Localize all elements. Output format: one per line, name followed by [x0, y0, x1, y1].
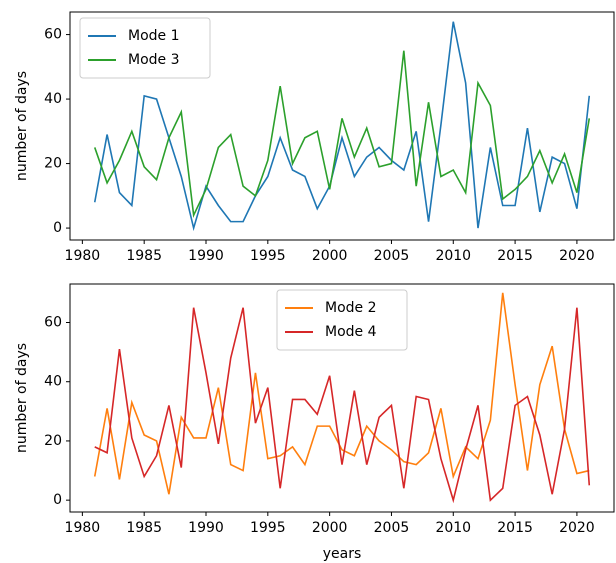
- legend-label: Mode 1: [128, 28, 180, 44]
- legend-box: [79, 17, 211, 79]
- x-tick-label: 2020: [559, 248, 595, 264]
- y-tick-label: 0: [53, 220, 62, 236]
- series-line: [93, 21, 591, 232]
- y-axis-label: number of days: [14, 71, 30, 181]
- y-tick-label: 20: [44, 433, 62, 449]
- x-tick-label: 2015: [497, 248, 533, 264]
- legend-box: [276, 289, 408, 351]
- x-tick-label: 2005: [374, 248, 410, 264]
- series-line: [94, 307, 591, 504]
- legend-label: Mode 4: [325, 324, 377, 340]
- x-tick-label: 2010: [435, 248, 471, 264]
- x-tick-label: 2020: [559, 520, 595, 536]
- y-tick-label: 40: [44, 374, 62, 390]
- x-tick-label: 2005: [374, 520, 410, 536]
- x-tick-label: 2010: [435, 520, 471, 536]
- x-tick-label: 1990: [188, 520, 224, 536]
- x-tick-label: 1995: [250, 520, 286, 536]
- legend-label: Mode 2: [325, 300, 377, 316]
- x-tick-label: 2000: [312, 248, 348, 264]
- x-tick-label: 1995: [250, 248, 286, 264]
- x-tick-label: 1980: [65, 248, 101, 264]
- x-axis-label: years: [323, 546, 362, 562]
- x-tick-label: 1985: [126, 248, 162, 264]
- y-axis-label: number of days: [14, 343, 30, 453]
- x-tick-label: 1980: [65, 520, 101, 536]
- x-tick-label: 2000: [312, 520, 348, 536]
- legend-label: Mode 3: [128, 52, 180, 68]
- x-tick-label: 1990: [188, 248, 224, 264]
- y-tick-label: 60: [44, 27, 62, 43]
- y-tick-label: 60: [44, 314, 62, 330]
- x-tick-label: 2015: [497, 520, 533, 536]
- plot-frame: [69, 283, 615, 513]
- plot-frame: [69, 11, 615, 241]
- y-tick-label: 0: [53, 492, 62, 508]
- y-tick-label: 20: [44, 156, 62, 172]
- x-tick-label: 1985: [126, 520, 162, 536]
- series-line: [93, 50, 591, 218]
- y-tick-label: 40: [44, 91, 62, 107]
